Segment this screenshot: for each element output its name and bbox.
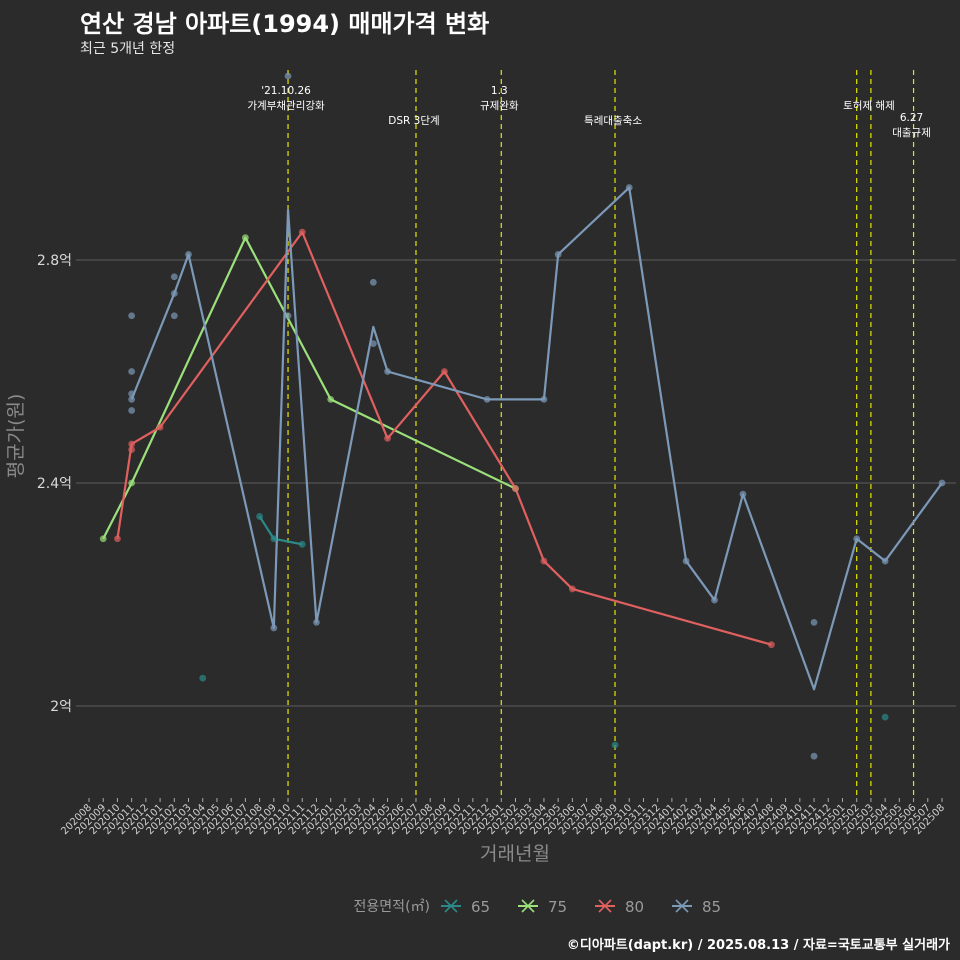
data-point-80	[568, 585, 576, 593]
data-point-85	[853, 535, 861, 543]
x-axis-title: 거래년월	[480, 843, 550, 865]
legend-key-cross	[521, 899, 535, 913]
event-label: '21.10.26	[261, 85, 311, 97]
legend: 전용면적(㎡) 65 75 80 85	[354, 898, 722, 916]
data-point-85	[284, 72, 292, 80]
y-tick-label: 2.4억	[37, 476, 72, 492]
event-label: 규제완화	[480, 99, 519, 112]
legend-title: 전용면적(㎡)	[354, 899, 430, 915]
data-point-85	[625, 184, 633, 191]
data-point-85	[739, 490, 747, 498]
data-point-85	[384, 368, 391, 375]
data-point-85	[128, 390, 136, 398]
series-points	[99, 72, 946, 760]
data-point-80	[128, 446, 136, 453]
chart-title: 연산 경남 아파트(1994) 매매가격 변화	[80, 10, 490, 38]
data-point-85	[682, 557, 690, 565]
gridlines	[76, 259, 956, 707]
data-point-80	[156, 423, 164, 431]
data-point-65	[256, 513, 263, 520]
data-point-85	[313, 618, 320, 626]
legend-key-cross	[598, 899, 612, 913]
data-point-85	[128, 407, 136, 414]
data-point-75	[327, 395, 335, 403]
data-point-85	[540, 395, 548, 403]
data-point-85	[170, 312, 178, 320]
data-point-65	[199, 674, 207, 682]
data-point-85	[554, 251, 562, 258]
legend-label: 75	[548, 898, 567, 916]
x-axis-ticks: 2020082020092020102020112020122021012021…	[59, 798, 947, 837]
data-point-75	[99, 535, 107, 543]
data-point-85	[170, 290, 178, 297]
legend-key-cross	[675, 899, 689, 913]
y-tick-label: 2억	[50, 699, 72, 715]
data-point-85	[128, 395, 136, 403]
data-point-80	[768, 641, 775, 649]
data-point-80	[441, 368, 448, 375]
y-axis-ticks: 2억 2.4억 2.8억	[37, 253, 72, 715]
data-point-85	[810, 752, 818, 760]
data-point-85	[483, 395, 491, 403]
data-point-85	[128, 312, 136, 320]
source-caption: ©디아파트(dapt.kr) / 2025.08.13 / 자료=국토교통부 실…	[566, 938, 950, 953]
legend-label: 85	[702, 898, 721, 916]
data-point-85	[369, 278, 377, 286]
data-point-85	[938, 479, 946, 487]
event-label: 가계부채관리강화	[247, 100, 325, 112]
data-point-75	[128, 479, 136, 487]
event-label: 1.3	[491, 85, 508, 97]
data-point-65	[881, 713, 889, 721]
data-point-85	[185, 251, 192, 258]
event-label: 토허제 해제	[843, 99, 895, 112]
event-label: DSR 3단계	[388, 115, 439, 127]
data-point-80	[298, 228, 306, 236]
event-label: 특례대출축소	[584, 115, 642, 127]
chart-subtitle: 최근 5개년 한정	[80, 41, 176, 57]
data-point-80	[114, 535, 121, 543]
data-point-85	[284, 312, 292, 320]
series-line-65	[258, 515, 303, 546]
legend-label: 65	[471, 898, 490, 916]
y-axis-title: 평균가(원)	[5, 394, 27, 479]
event-label: 6.27	[900, 112, 923, 124]
event-label: 대출규제	[892, 127, 931, 139]
legend-key-cross	[444, 899, 458, 913]
data-point-80	[512, 485, 519, 492]
series-line-85	[130, 186, 943, 691]
data-point-85	[711, 596, 718, 604]
series-line-80	[116, 231, 772, 646]
data-point-80	[384, 435, 391, 442]
data-point-80	[128, 440, 136, 448]
data-point-85	[170, 273, 178, 281]
data-point-65	[270, 535, 278, 543]
data-point-85	[881, 557, 889, 565]
legend-label: 80	[625, 898, 644, 916]
y-tick-label: 2.8억	[37, 253, 72, 269]
data-point-65	[611, 741, 619, 749]
data-point-65	[298, 540, 306, 548]
data-point-80	[540, 557, 548, 565]
data-point-85	[810, 618, 818, 626]
data-point-85	[128, 368, 136, 375]
series-lines	[102, 186, 943, 691]
data-point-75	[241, 234, 249, 242]
data-point-85	[270, 624, 278, 632]
data-point-85	[369, 340, 377, 348]
